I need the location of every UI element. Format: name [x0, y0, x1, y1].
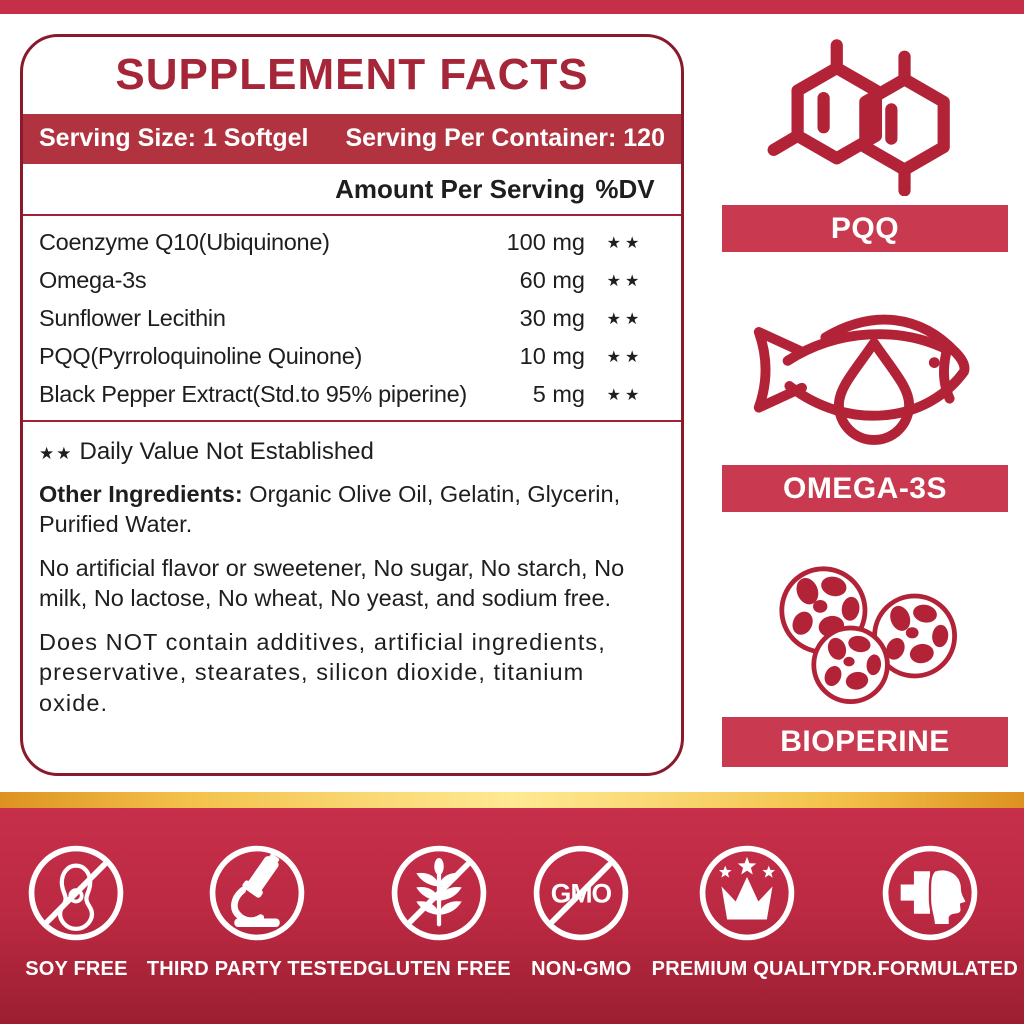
claim-paragraph-1: No artificial flavor or sweetener, No su… — [39, 554, 625, 612]
feature-label: GLUTEN FREE — [367, 958, 511, 980]
supplement-facts-panel: SUPPLEMENT FACTS Serving Size: 1 Softgel… — [20, 34, 684, 776]
omega3-label-bar: OMEGA-3S — [722, 465, 1008, 512]
footnote-text: Daily Value Not Established — [79, 437, 374, 465]
top-accent-strip — [0, 0, 1024, 14]
panel-title: SUPPLEMENT FACTS — [115, 50, 589, 99]
ingredient-dv: ★★ — [606, 272, 644, 290]
microscope-icon — [209, 845, 305, 941]
ingredient-dv: ★★ — [606, 234, 644, 252]
table-row: Omega-3s 60 mg ★★ — [23, 262, 681, 300]
table-row: Sunflower Lecithin 30 mg ★★ — [23, 300, 681, 338]
doctor-icon — [882, 845, 978, 941]
table-bottom-divider — [23, 419, 681, 422]
ingredient-dv: ★★ — [606, 386, 644, 404]
ingredient-amount: 30 mg — [519, 305, 585, 332]
pqq-badge-icon — [722, 36, 1008, 196]
fish-icon — [753, 314, 970, 445]
no-soy-icon — [29, 845, 124, 941]
ingredient-name: Coenzyme Q10(Ubiquinone) — [39, 229, 330, 256]
ingredient-name: PQQ(Pyrroloquinoline Quinone) — [39, 343, 363, 370]
feature-band: SOY FREE THIRD PARTY TESTED — [0, 808, 1024, 1024]
serving-size: Serving Size: 1 Softgel — [39, 124, 309, 153]
crown-icon — [699, 845, 795, 941]
feature-label: THIRD PARTY TESTED — [146, 958, 368, 980]
bioperine-badge-icon — [722, 556, 1008, 708]
other-ingredients-text: Organic Olive Oil, Gelatin, Glycerin, Pu… — [39, 480, 621, 538]
header-divider — [23, 213, 681, 216]
table-row: Black Pepper Extract(Std.to 95% piperine… — [23, 376, 681, 414]
serving-info-bar: Serving Size: 1 Softgel Serving Per Cont… — [23, 113, 681, 164]
other-ingredients-label: Other Ingredients: — [39, 480, 243, 507]
ingredient-name: Black Pepper Extract(Std.to 95% piperine… — [39, 381, 467, 408]
pqq-label: PQQ — [830, 211, 900, 245]
ingredient-dv: ★★ — [606, 310, 644, 328]
molecule-icon — [767, 39, 950, 196]
table-row: PQQ(Pyrroloquinoline Quinone) 10 mg ★★ — [23, 338, 681, 376]
ingredient-name: Omega-3s — [39, 267, 147, 294]
ingredient-amount: 10 mg — [519, 343, 585, 370]
ingredient-name: Sunflower Lecithin — [39, 305, 226, 332]
feature-label: NON-GMO — [531, 958, 632, 980]
feature-label: SOY FREE — [25, 958, 128, 980]
feature-gluten-free: GLUTEN FREE — [368, 841, 511, 1024]
peppercorns-icon — [779, 566, 957, 704]
omega3-badge-icon — [722, 296, 1008, 458]
amount-header-row: Amount Per Serving %DV — [23, 164, 681, 214]
bioperine-label-bar: BIOPERINE — [722, 717, 1008, 767]
feature-non-gmo: GMO NON-GMO — [511, 841, 652, 1024]
ingredient-amount: 60 mg — [519, 267, 585, 294]
dv-footnote: ★★ Daily Value Not Established — [23, 422, 681, 466]
feature-soy-free: SOY FREE — [6, 841, 147, 1024]
feature-third-party-tested: THIRD PARTY TESTED — [147, 841, 368, 1024]
bioperine-label: BIOPERINE — [780, 725, 950, 758]
table-row: Coenzyme Q10(Ubiquinone) 100 mg ★★ — [23, 224, 681, 262]
ingredient-table: Coenzyme Q10(Ubiquinone) 100 mg ★★ Omega… — [23, 216, 681, 420]
omega3-label: OMEGA-3S — [782, 471, 948, 505]
feature-label: DR.FORMULATED — [842, 958, 1018, 980]
feature-label: PREMIUM QUALITY — [651, 958, 843, 980]
claim-paragraph-2: Does NOT contain additives, artificial i… — [39, 628, 606, 716]
feature-premium-quality: PREMIUM QUALITY — [652, 841, 843, 1024]
servings-per-container: Serving Per Container: 120 — [345, 124, 665, 153]
ingredient-dv: ★★ — [606, 348, 644, 366]
footnote-stars: ★★ — [39, 443, 74, 463]
other-ingredients: Other Ingredients: Organic Olive Oil, Ge… — [23, 466, 681, 540]
ingredient-amount: 5 mg — [532, 381, 585, 408]
dv-header: %DV — [595, 173, 655, 204]
feature-dr-formulated: DR.FORMULATED — [842, 841, 1018, 1024]
ingredient-amount: 100 mg — [506, 229, 585, 256]
amount-per-serving-header: Amount Per Serving — [335, 173, 585, 204]
non-gmo-icon: GMO — [533, 845, 629, 941]
pqq-label-bar: PQQ — [722, 205, 1008, 252]
no-gluten-icon — [391, 845, 487, 941]
gold-separator-bar — [0, 792, 1024, 808]
